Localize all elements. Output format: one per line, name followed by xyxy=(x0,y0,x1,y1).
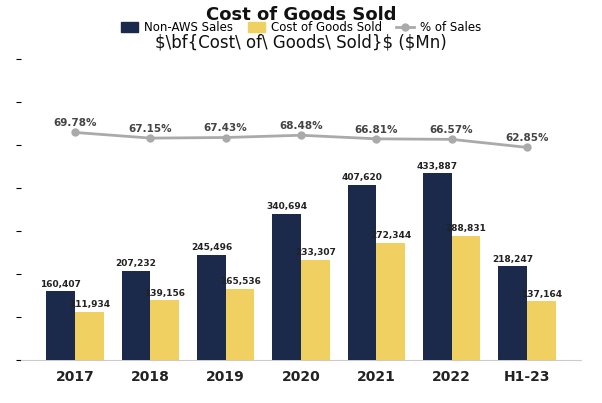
Text: 340,694: 340,694 xyxy=(266,202,307,211)
Text: Cost of Goods Sold: Cost of Goods Sold xyxy=(206,6,396,24)
Bar xyxy=(46,291,75,360)
Bar xyxy=(226,289,254,360)
Bar xyxy=(122,271,150,360)
Text: 137,164: 137,164 xyxy=(521,290,562,299)
Bar xyxy=(301,260,330,360)
Text: 62.85%: 62.85% xyxy=(505,133,548,143)
Text: 67.15%: 67.15% xyxy=(129,124,172,134)
Text: 218,247: 218,247 xyxy=(492,255,533,264)
Bar xyxy=(150,300,179,360)
Bar xyxy=(348,185,376,360)
Text: 160,407: 160,407 xyxy=(40,280,81,289)
Text: 66.57%: 66.57% xyxy=(430,125,473,135)
Text: 67.43%: 67.43% xyxy=(204,123,247,133)
Text: 433,887: 433,887 xyxy=(417,162,458,171)
Legend: Non-AWS Sales, Cost of Goods Sold, % of Sales: Non-AWS Sales, Cost of Goods Sold, % of … xyxy=(116,17,486,39)
Text: 68.48%: 68.48% xyxy=(279,121,323,131)
Bar xyxy=(75,312,104,360)
Text: 66.81%: 66.81% xyxy=(355,125,398,135)
Text: 165,536: 165,536 xyxy=(220,277,261,287)
Bar xyxy=(423,173,452,360)
Bar xyxy=(197,255,226,360)
Text: 69.78%: 69.78% xyxy=(54,118,97,128)
Text: 111,934: 111,934 xyxy=(69,301,110,310)
Bar xyxy=(527,301,556,360)
Bar xyxy=(498,266,527,360)
Title: $\bf{Cost\ of\ Goods\ Sold}$ ($Mn): $\bf{Cost\ of\ Goods\ Sold}$ ($Mn) xyxy=(155,33,447,52)
Text: 407,620: 407,620 xyxy=(341,173,382,182)
Text: 288,831: 288,831 xyxy=(445,224,486,233)
Text: 245,496: 245,496 xyxy=(191,243,232,252)
Bar xyxy=(452,236,480,360)
Bar xyxy=(272,214,301,360)
Text: 272,344: 272,344 xyxy=(370,231,411,240)
Text: 233,307: 233,307 xyxy=(295,248,336,257)
Text: 207,232: 207,232 xyxy=(116,260,157,268)
Bar xyxy=(376,243,405,360)
Text: 139,156: 139,156 xyxy=(144,289,185,298)
